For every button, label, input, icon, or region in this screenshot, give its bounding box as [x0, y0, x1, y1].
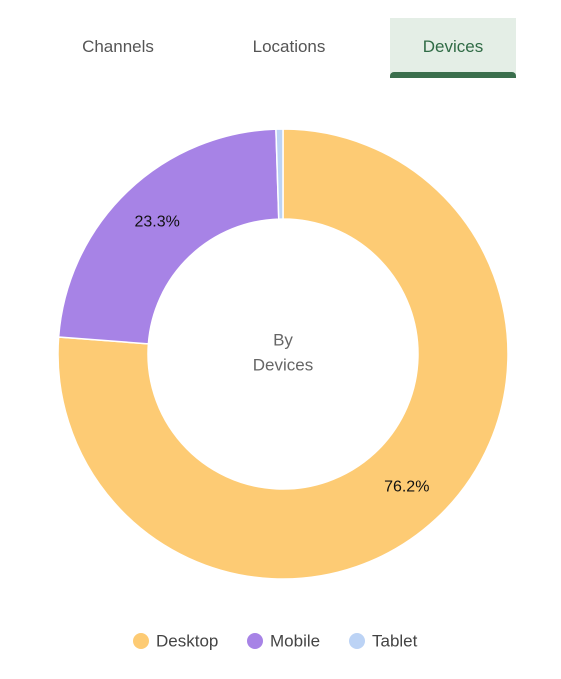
legend-label: Mobile	[270, 631, 320, 650]
legend-swatch	[133, 633, 149, 649]
legend-swatch	[349, 633, 365, 649]
legend-label: Tablet	[372, 631, 418, 650]
legend-swatch	[247, 633, 263, 649]
value-label: 23.3%	[134, 214, 179, 231]
center-label: Devices	[253, 355, 313, 374]
legend-label: Desktop	[156, 631, 218, 650]
donut-segment	[57, 128, 509, 580]
tab[interactable]: Devices	[390, 18, 516, 78]
tab[interactable]: Locations	[252, 37, 326, 56]
donut-segment	[275, 128, 284, 220]
donut-segment	[57, 128, 280, 345]
value-label: 76.2%	[384, 479, 429, 496]
center-label: By	[273, 330, 293, 349]
tab[interactable]: Channels	[82, 37, 154, 56]
